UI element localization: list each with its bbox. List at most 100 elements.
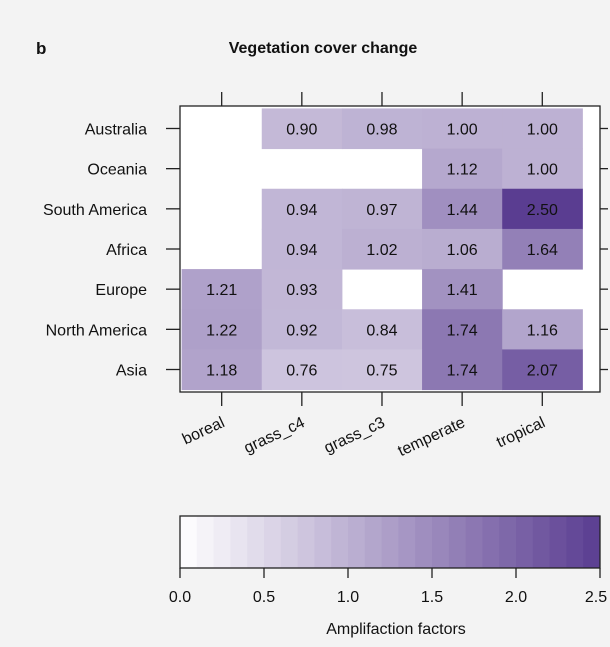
colorbar-step: [549, 516, 567, 568]
cell-value-label: 1.12: [447, 162, 478, 179]
cell-value-label: 2.07: [527, 363, 558, 380]
cell-value-label: 0.97: [366, 202, 397, 219]
cell-value-label: 1.41: [447, 282, 478, 299]
y-tick-label: North America: [46, 322, 147, 339]
colorbar-step: [230, 516, 248, 568]
heatmap-cell: [502, 148, 583, 190]
y-tick-label: Australia: [85, 121, 147, 138]
x-axis-labels: boreal grass_c4 grass_c3 temperate tropical: [180, 414, 548, 460]
cell-value-label: 1.18: [206, 363, 237, 380]
heatmap-cell: [502, 108, 583, 150]
y-tick-label: South America: [43, 202, 147, 219]
colorbar-step: [348, 516, 366, 568]
y-axis-labels: Australia Oceania South America Africa Europ…: [43, 121, 147, 379]
colorbar-step: [583, 516, 601, 568]
heatmap-cell: [181, 349, 263, 391]
y-tick-label: Asia: [116, 363, 147, 380]
cell-value-label: 1.00: [527, 162, 558, 179]
colorbar-tick-label: 0.5: [253, 589, 275, 606]
panel-label: b: [36, 39, 46, 58]
heatmap-cell: [422, 108, 503, 150]
cell-value-label: 0.94: [286, 202, 317, 219]
colorbar-ticks: 0.0 0.5 1.0 1.5 2.0 2.5: [169, 568, 607, 606]
cell-value-label: 0.93: [286, 282, 317, 299]
colorbar-step: [432, 516, 450, 568]
y-tick-label: Africa: [106, 242, 147, 259]
colorbar-step: [297, 516, 315, 568]
heatmap-cell: [341, 309, 423, 350]
heatmap-cell: [502, 309, 583, 350]
colorbar-step: [364, 516, 383, 568]
cell-value-label: 2.50: [527, 202, 558, 219]
heatmap-cell: [261, 269, 343, 310]
colorbar-step: [264, 516, 282, 568]
colorbar-label: Amplifaction factors: [326, 621, 466, 638]
cell-value-label: 1.00: [447, 121, 478, 138]
x-tick-label: boreal: [180, 414, 228, 448]
colorbar-step: [180, 516, 198, 568]
cell-value-label: 1.00: [527, 121, 558, 138]
heatmap-cell: [341, 188, 423, 230]
cell-value-label: 0.90: [286, 121, 317, 138]
heatmap-cell: [181, 269, 263, 310]
heatmap-cell: [502, 188, 583, 230]
heatmap-cell: [261, 309, 343, 350]
cell-value-label: 1.16: [527, 322, 558, 339]
colorbar-step: [516, 516, 534, 568]
cell-value-label: 1.02: [366, 242, 397, 259]
cell-value-label: 0.98: [366, 121, 397, 138]
colorbar-step: [247, 516, 265, 568]
colorbar-tick-label: 1.0: [337, 589, 359, 606]
cell-value-label: 1.44: [447, 202, 478, 219]
x-tick-label: tropical: [494, 414, 548, 451]
heatmap-cell: [261, 228, 343, 270]
heatmap-cells: 0.90 0.98 1.00 1.00 1.12 1.00 0.94 0.97 1.44 2.50…: [180, 106, 600, 392]
heatmap-cell: [422, 228, 503, 270]
colorbar-step: [499, 516, 517, 568]
cell-value-label: 0.84: [366, 322, 397, 339]
colorbar-tick-label: 2.0: [505, 589, 527, 606]
cell-value-label: 1.74: [447, 363, 478, 380]
cell-value-label: 0.92: [286, 322, 317, 339]
colorbar-step: [280, 516, 299, 568]
axis-ticks: [166, 92, 608, 406]
colorbar-tick-label: 1.5: [421, 589, 443, 606]
cell-value-label: 0.94: [286, 242, 317, 259]
x-tick-label: grass_c3: [322, 414, 388, 457]
cell-value-label: 1.06: [447, 242, 478, 259]
heatmap-cell: [261, 349, 343, 391]
colorbar-tick-label: 0.0: [169, 589, 191, 606]
heatmap-cell: [341, 228, 423, 270]
colorbar: [180, 516, 601, 568]
colorbar-step: [196, 516, 215, 568]
x-tick-label: grass_c4: [241, 414, 307, 457]
colorbar-step: [448, 516, 467, 568]
heatmap-cell: [422, 188, 503, 230]
cell-value-label: 0.75: [366, 363, 397, 380]
y-tick-label: Oceania: [87, 162, 147, 179]
heatmap-cell: [422, 148, 503, 190]
cell-value-label: 0.76: [286, 363, 317, 380]
cell-value-label: 1.22: [206, 322, 237, 339]
y-tick-label: Europe: [95, 282, 147, 299]
colorbar-tick-label: 2.5: [585, 589, 607, 606]
heatmap-cell: [261, 188, 343, 230]
colorbar-step: [415, 516, 433, 568]
chart-title: Vegetation cover change: [229, 40, 418, 57]
heatmap-cell: [502, 349, 583, 391]
colorbar-frame: [179, 515, 601, 569]
colorbar-step: [566, 516, 584, 568]
cell-value-label: 1.74: [447, 322, 478, 339]
colorbar-step: [465, 516, 483, 568]
heatmap-cell: [502, 228, 583, 270]
colorbar-step: [482, 516, 500, 568]
cell-value-label: 1.64: [527, 242, 558, 259]
heatmap-cell: [341, 349, 423, 391]
x-tick-label: temperate: [395, 414, 468, 460]
heatmap-cell: [422, 349, 503, 391]
colorbar-step: [381, 516, 399, 568]
heatmap-cell: [341, 108, 423, 150]
colorbar-step: [532, 516, 551, 568]
heatmap-cell: [181, 309, 263, 350]
